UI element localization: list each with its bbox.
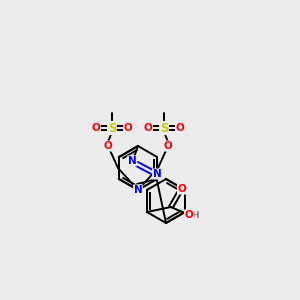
Text: N: N [128, 156, 136, 166]
Text: S: S [108, 122, 116, 134]
Text: O: O [92, 123, 100, 133]
Text: O: O [178, 184, 186, 194]
Text: O: O [164, 141, 172, 151]
Text: O: O [124, 123, 132, 133]
Text: O: O [144, 123, 152, 133]
Text: O: O [103, 141, 112, 151]
Text: O: O [176, 123, 184, 133]
Text: O: O [184, 210, 193, 220]
Text: N: N [153, 169, 161, 179]
Text: H: H [191, 212, 199, 220]
Text: S: S [160, 122, 168, 134]
Text: N: N [134, 185, 142, 195]
